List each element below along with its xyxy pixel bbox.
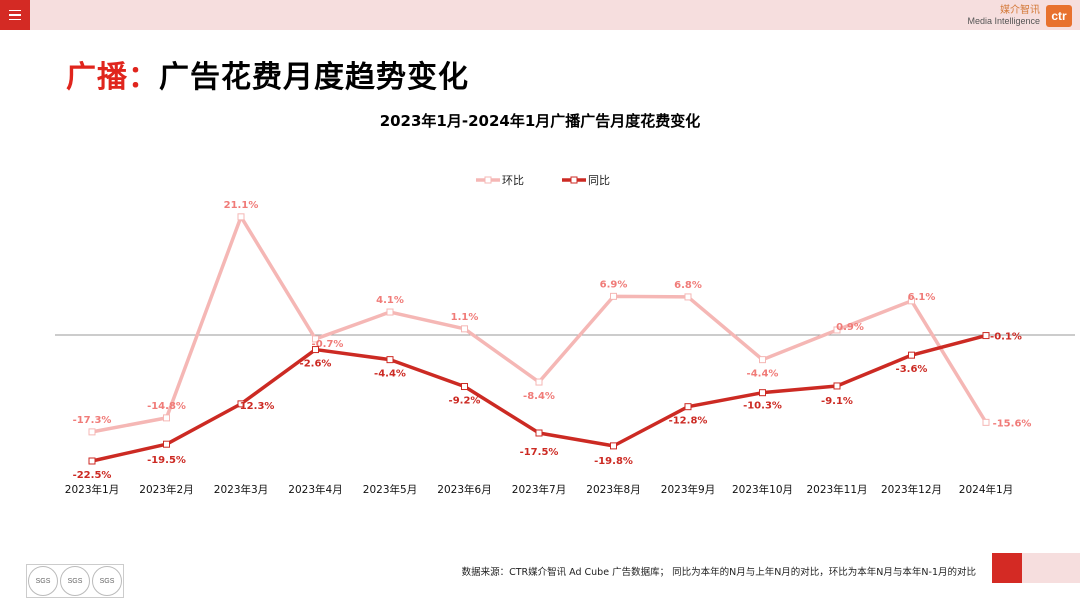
menu-icon[interactable] (0, 0, 30, 30)
data-point (982, 418, 990, 426)
data-point (163, 440, 170, 448)
data-label: -17.5% (520, 447, 559, 458)
page-title-prefix: 广播： (66, 60, 159, 95)
data-point (312, 335, 319, 343)
data-point (908, 351, 915, 359)
data-point (535, 378, 543, 386)
source-note: 数据来源：CTR媒介智讯 Ad Cube 广告数据库； 同比为本年的N月与上年N… (461, 567, 976, 578)
legend-marker (484, 176, 492, 184)
footer-pink-block (1022, 553, 1080, 583)
data-label: -22.5% (73, 470, 112, 481)
top-bar (0, 0, 1080, 30)
data-label: -9.2% (449, 396, 481, 407)
data-point (461, 325, 468, 333)
x-tick-label: 2024年1月 (959, 483, 1013, 496)
data-label: -12.3% (236, 401, 275, 412)
data-point (833, 326, 841, 334)
data-label: -4.4% (374, 369, 406, 380)
data-point (386, 308, 394, 316)
data-point (312, 346, 319, 354)
data-label: -14.8% (147, 401, 186, 412)
data-label: 0.9% (836, 322, 864, 333)
x-tick-label: 2023年10月 (732, 483, 793, 496)
data-label: -8.4% (523, 391, 555, 402)
logo-en-text: Media Intelligence (967, 16, 1040, 26)
sgs-badge-icon: SGS (92, 566, 122, 596)
x-tick-label: 2023年8月 (586, 483, 640, 496)
x-tick-label: 2023年1月 (65, 483, 119, 496)
data-point (237, 400, 245, 408)
data-label: -4.4% (747, 369, 779, 380)
data-label: -10.3% (743, 401, 782, 412)
data-label: -3.6% (896, 364, 928, 375)
data-point (535, 429, 543, 437)
page-title: 广播：广告花费月度趋势变化 (66, 52, 469, 96)
data-label: -0.1% (990, 332, 1022, 343)
data-point (237, 213, 245, 221)
footer-red-block (992, 553, 1022, 583)
legend-marker (570, 176, 578, 184)
data-point (759, 389, 766, 397)
sgs-badge-icon: SGS (28, 566, 58, 596)
x-tick-label: 2023年4月 (288, 483, 342, 496)
data-label: -12.8% (669, 416, 708, 427)
data-label: -17.3% (73, 415, 112, 426)
data-point (610, 292, 617, 300)
data-label: -0.7% (312, 339, 344, 350)
data-point (684, 293, 692, 301)
x-tick-label: 2023年2月 (139, 483, 193, 496)
data-label: -15.6% (993, 418, 1032, 429)
data-label: -19.5% (147, 455, 186, 466)
data-point (163, 414, 170, 422)
logo-cn-text: 媒介智讯 (1000, 5, 1040, 16)
sgs-badge-icon: SGS (60, 566, 90, 596)
data-label: -19.8% (594, 456, 633, 467)
x-tick-label: 2023年12月 (881, 483, 942, 496)
chart-title: 2023年1月-2024年1月广播广告月度花费变化 (379, 112, 701, 130)
x-tick-label: 2023年7月 (512, 483, 566, 496)
data-point (982, 332, 990, 340)
data-point (88, 457, 96, 465)
data-point (759, 356, 766, 364)
logo-mark: ctr (1046, 5, 1072, 27)
data-point (461, 383, 468, 391)
x-tick-label: 2023年3月 (214, 483, 268, 496)
data-label: -2.6% (300, 359, 332, 370)
x-tick-label: 2023年9月 (661, 483, 715, 496)
data-label: -9.1% (821, 396, 853, 407)
x-tick-label: 2023年5月 (363, 483, 417, 496)
data-point (386, 356, 394, 364)
data-label: 6.1% (908, 292, 936, 303)
x-tick-label: 2023年6月 (437, 483, 491, 496)
x-tick-label: 2023年11月 (806, 483, 867, 496)
data-point (833, 382, 841, 390)
data-point (88, 428, 96, 436)
ctr-logo: 媒介智讯 Media Intelligence ctr (967, 3, 1072, 29)
data-point (610, 442, 617, 450)
data-label: 21.1% (224, 200, 259, 211)
data-point (684, 403, 692, 411)
data-label: 6.8% (674, 280, 702, 291)
data-label: 6.9% (600, 279, 628, 290)
data-label: 4.1% (376, 295, 404, 306)
data-label: 1.1% (451, 312, 479, 323)
legend-label: 同比 (588, 174, 610, 187)
certification-badges: SGS SGS SGS (26, 564, 124, 598)
legend-label: 环比 (502, 174, 524, 187)
data-point (908, 297, 915, 305)
page-title-main: 广告花费月度趋势变化 (159, 60, 469, 95)
